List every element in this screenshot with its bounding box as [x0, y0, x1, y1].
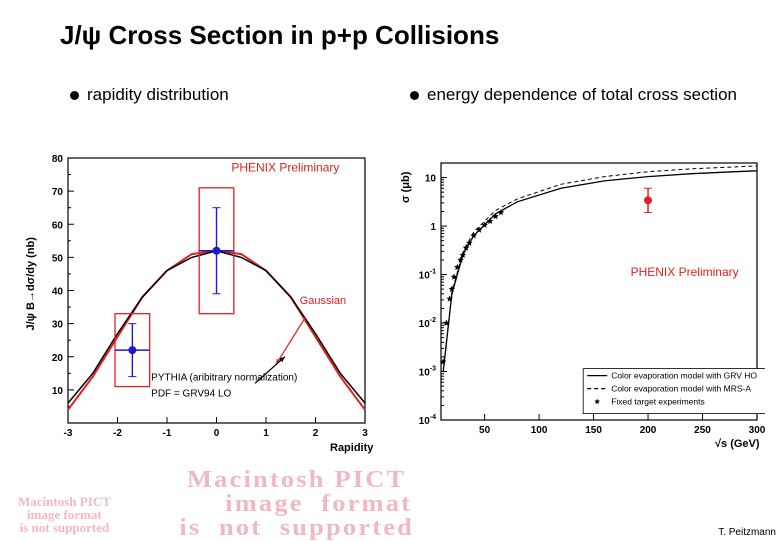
svg-text:100: 100	[531, 425, 548, 436]
svg-text:Color evaporation model with G: Color evaporation model with GRV HO	[611, 371, 757, 381]
svg-text:3: 3	[362, 428, 368, 439]
svg-text:-3: -3	[64, 428, 73, 439]
bullet-right: energy dependence of total cross section	[410, 85, 740, 105]
svg-text:Color evaporation model with M: Color evaporation model with MRS-A	[611, 384, 751, 394]
svg-text:10: 10	[425, 174, 437, 185]
svg-text:σ (μb): σ (μb)	[400, 171, 412, 203]
svg-text:-1: -1	[163, 428, 172, 439]
svg-text:PHENIX Preliminary: PHENIX Preliminary	[231, 160, 339, 174]
mac-pict-large: Macintosh PICT image format is not suppo…	[179, 468, 414, 540]
svg-text:-2: -2	[113, 428, 122, 439]
svg-text:PDF = GRV94 LO: PDF = GRV94 LO	[151, 389, 231, 400]
svg-text:150: 150	[585, 425, 602, 436]
svg-text:10-3: 10-3	[419, 366, 436, 379]
svg-text:80: 80	[52, 154, 64, 165]
svg-text:30: 30	[52, 320, 64, 331]
bullet-left: rapidity distribution	[70, 85, 229, 105]
svg-text:40: 40	[52, 287, 64, 298]
mac-pict-small: Macintosh PICT image format is not suppo…	[18, 495, 111, 534]
svg-text:50: 50	[52, 253, 64, 264]
svg-text:70: 70	[52, 187, 64, 198]
svg-text:10-4: 10-4	[419, 414, 436, 427]
footer-credit: T. Peitzmann	[718, 527, 776, 538]
bullet-dot	[70, 91, 79, 100]
bullet-dot	[410, 91, 419, 100]
svg-text:10-2: 10-2	[419, 317, 436, 330]
rapidity-chart: -3 -2 -1 0 1 2 3 10 20 30 40 50 60 70 80 Rapidity J/ψ B→…	[20, 150, 375, 455]
slide-title: J/ψ Cross Section in p+p Collisions	[60, 20, 499, 51]
svg-text:10: 10	[52, 386, 64, 397]
svg-text:0: 0	[214, 428, 220, 439]
svg-text:1: 1	[263, 428, 269, 439]
energy-chart: 50 100 150 200 250 300 10-4 10-3 10-2 10-1 1 10 √s (…	[395, 155, 765, 450]
svg-text:2: 2	[313, 428, 319, 439]
svg-text:250: 250	[694, 425, 711, 436]
svg-text:Fixed target experiments: Fixed target experiments	[611, 397, 705, 407]
svg-text:PHENIX Preliminary: PHENIX Preliminary	[631, 265, 739, 279]
svg-text:Gaussian: Gaussian	[300, 295, 346, 307]
svg-text:10-1: 10-1	[419, 269, 436, 282]
bullet-right-text: energy dependence of total cross section	[427, 85, 737, 105]
svg-text:200: 200	[640, 425, 657, 436]
bullet-left-text: rapidity distribution	[87, 85, 229, 105]
svg-text:Rapidity: Rapidity	[330, 442, 374, 454]
svg-text:300: 300	[749, 425, 765, 436]
svg-text:√s (GeV): √s (GeV)	[715, 438, 760, 450]
svg-text:1: 1	[430, 222, 436, 233]
svg-text:20: 20	[52, 353, 64, 364]
svg-text:50: 50	[479, 425, 491, 436]
svg-text:60: 60	[52, 220, 64, 231]
svg-text:PYTHIA (aribitrary normalizati: PYTHIA (aribitrary normalization)	[151, 373, 297, 384]
svg-text:J/ψ B→dσ/dy (nb): J/ψ B→dσ/dy (nb)	[25, 237, 37, 331]
